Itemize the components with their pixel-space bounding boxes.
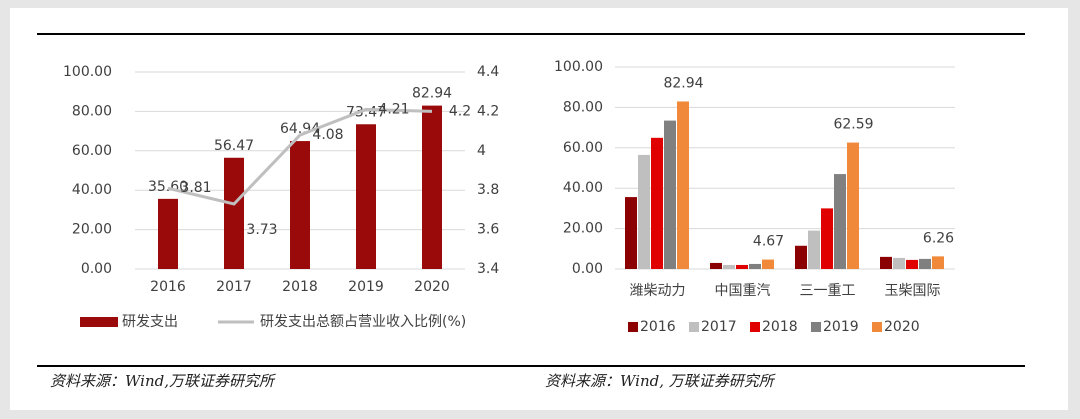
legend-swatch — [750, 322, 760, 332]
data-label: 3.73 — [246, 222, 277, 238]
y-tick-label: 100.00 — [554, 59, 603, 75]
y2-tick-label: 3.8 — [477, 182, 499, 198]
bar — [356, 124, 376, 269]
bar — [651, 137, 663, 269]
source: 资料来源：Wind,万联证券研究所 — [50, 372, 276, 390]
legend-swatch — [80, 317, 118, 327]
bar — [893, 257, 905, 269]
source: 资料来源：Wind, 万联证券研究所 — [545, 372, 776, 390]
bar — [158, 198, 178, 269]
bar — [821, 208, 833, 269]
bar — [677, 101, 689, 269]
bar — [762, 259, 774, 269]
legend-label: 2018 — [762, 319, 798, 335]
bar — [749, 263, 761, 269]
x-tick-label: 潍柴动力 — [630, 283, 686, 299]
data-label: 64.94 — [280, 121, 320, 137]
legend-label: 研发支出总额占营业收入比例(%) — [260, 314, 466, 330]
legend-label: 2017 — [701, 319, 737, 335]
bar — [919, 258, 931, 269]
data-label: 56.47 — [214, 138, 254, 154]
x-tick-label: 2019 — [348, 279, 384, 295]
y2-tick-label: 4 — [477, 143, 486, 159]
bar — [736, 264, 748, 269]
bar — [906, 259, 918, 269]
legend-swatch — [872, 322, 882, 332]
bar — [224, 157, 244, 269]
bar — [723, 264, 735, 269]
bar — [664, 120, 676, 269]
bar — [422, 105, 442, 269]
y-tick-label: 80.00 — [563, 99, 603, 115]
data-label: 4.67 — [753, 234, 784, 250]
data-label: 4.21 — [378, 101, 409, 117]
bar — [625, 197, 637, 269]
data-label: 62.59 — [833, 117, 873, 133]
panel — [10, 8, 1068, 410]
data-label: 3.81 — [180, 180, 211, 196]
data-label: 6.26 — [923, 230, 954, 246]
y2-tick-label: 4.4 — [477, 64, 499, 80]
x-tick-label: 三一重工 — [800, 283, 856, 299]
y-tick-label: 60.00 — [563, 140, 603, 156]
y-tick-label: 60.00 — [72, 143, 112, 159]
bar — [932, 256, 944, 269]
x-tick-label: 2018 — [282, 279, 318, 295]
bar — [847, 142, 859, 269]
y-tick-label: 20.00 — [563, 221, 603, 237]
bar — [638, 154, 650, 269]
data-label: 4.2 — [449, 103, 471, 119]
bar — [290, 141, 310, 269]
x-tick-label: 2017 — [216, 279, 252, 295]
legend-label: 2016 — [640, 319, 676, 335]
legend-label: 研发支出 — [122, 314, 178, 330]
legend-swatch — [811, 322, 821, 332]
data-label: 82.94 — [412, 86, 452, 102]
legend-swatch — [689, 322, 699, 332]
data-label: 4.08 — [312, 127, 343, 143]
y2-tick-label: 4.2 — [477, 103, 499, 119]
y-tick-label: 40.00 — [72, 182, 112, 198]
line — [167, 107, 433, 206]
bar — [880, 256, 892, 269]
y-tick-label: 40.00 — [563, 180, 603, 196]
data-label: 82.94 — [663, 75, 703, 91]
y-tick-label: 0.00 — [81, 261, 112, 277]
y-tick-label: 0.00 — [572, 261, 603, 277]
bar — [795, 245, 807, 269]
y2-tick-label: 3.6 — [477, 222, 499, 238]
y-tick-label: 100.00 — [63, 64, 112, 80]
y-tick-label: 80.00 — [72, 103, 112, 119]
x-tick-label: 中国重汽 — [715, 283, 771, 299]
x-tick-label: 2016 — [150, 279, 186, 295]
x-tick-label: 2020 — [414, 279, 450, 295]
y-tick-label: 20.00 — [72, 222, 112, 238]
bar — [710, 262, 722, 269]
legend-label: 2020 — [884, 319, 920, 335]
bar — [808, 230, 820, 269]
bar — [834, 174, 846, 269]
y2-tick-label: 3.4 — [477, 261, 499, 277]
legend-label: 2019 — [823, 319, 859, 335]
legend-swatch — [628, 322, 638, 332]
x-tick-label: 玉柴国际 — [885, 283, 941, 299]
